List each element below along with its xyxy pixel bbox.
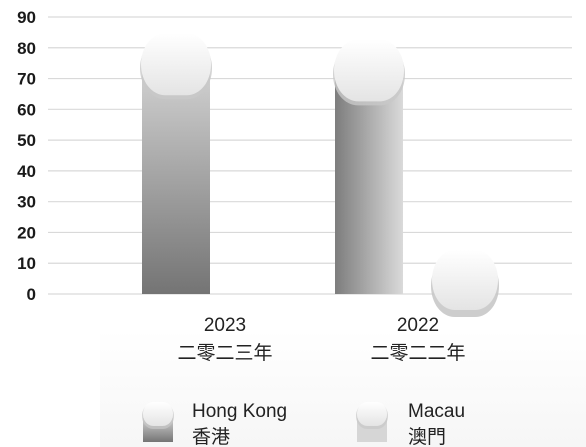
legend-swatch-cap [143, 402, 173, 426]
y-tick-label: 10 [17, 254, 36, 273]
y-tick-label: 50 [17, 131, 36, 150]
legend-label-hong-kong: Hong Kong [192, 401, 287, 422]
y-tick-label: 70 [17, 70, 36, 89]
x-tick-label-year: 2022 [397, 315, 439, 336]
gridlines [48, 16, 572, 295]
x-tick-label-chinese: 二零二三年 [177, 342, 272, 364]
bar-hong-kong-cap [334, 39, 404, 102]
legend-swatch-cap [357, 402, 387, 426]
y-axis-tick-labels: 0 10 20 30 40 50 60 70 80 90 [17, 8, 36, 304]
bar-hong-kong [335, 72, 403, 295]
x-tick-label-year: 2023 [204, 315, 246, 336]
bar-macau [432, 250, 498, 310]
y-tick-label: 80 [17, 39, 36, 58]
bar-hong-kong [142, 66, 210, 294]
y-tick-label: 60 [17, 100, 36, 119]
y-tick-label: 30 [17, 193, 36, 212]
y-tick-label: 90 [17, 8, 36, 27]
y-tick-label: 0 [27, 285, 36, 304]
y-tick-label: 20 [17, 223, 36, 242]
legend-label-macau-zh: 澳門 [408, 426, 446, 447]
x-axis-tick-labels: 2023 二零二三年 2022 二零二二年 [177, 315, 465, 364]
bars [140, 33, 499, 317]
legend-label-macau: Macau [408, 401, 465, 422]
x-tick-label-chinese: 二零二二年 [370, 342, 465, 364]
legend-label-hong-kong-zh: 香港 [192, 426, 230, 447]
y-tick-label: 40 [17, 162, 36, 181]
legend: Hong Kong 香港 Macau 澳門 [142, 401, 465, 447]
bar-hong-kong-cap [141, 33, 211, 96]
